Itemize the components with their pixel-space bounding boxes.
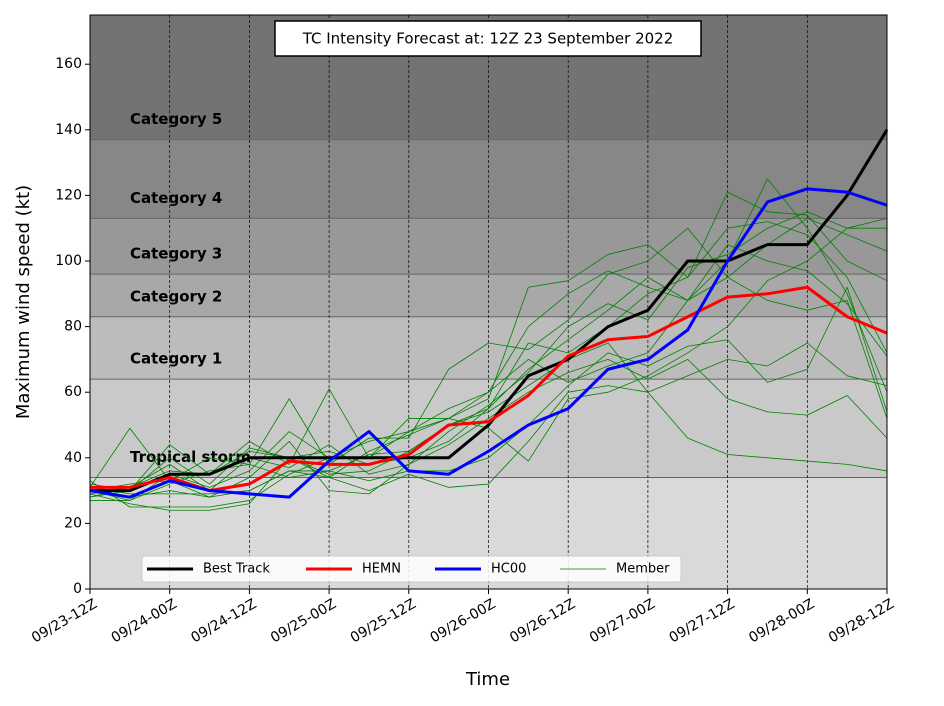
x-tick-label: 09/25-00Z [268,596,339,646]
band-label: Category 5 [130,110,222,128]
y-tick-label: 80 [64,319,82,335]
x-tick-label: 09/24-00Z [109,596,180,646]
y-tick-label: 140 [55,122,82,138]
x-tick-label: 09/23-12Z [29,596,100,646]
band-label: Category 4 [130,189,222,207]
x-tick-label: 09/28-00Z [746,596,817,646]
series-line [90,285,888,493]
series-line [89,187,888,499]
member-line [89,191,888,498]
y-tick-label: 40 [64,450,82,466]
x-tick-label: 09/25-12Z [348,596,419,646]
y-tick-label: 20 [64,515,82,531]
x-tick-label: 09/26-12Z [507,596,578,646]
x-tick-label: 09/26-00Z [427,596,498,646]
legend-label: Member [616,562,670,577]
y-tick-label: 160 [55,56,82,72]
x-tick-label: 09/28-12Z [826,596,897,646]
member-line [89,276,888,501]
legend-label: HC00 [491,562,526,577]
y-tick-label: 120 [55,187,82,203]
y-tick-label: 0 [73,581,82,597]
member-line [89,385,888,498]
member-line [89,211,888,495]
legend: Best Track HEMN HC00 Member [141,555,682,583]
title-box [274,20,702,57]
series-line [90,129,889,493]
band-label: Category 1 [130,350,222,368]
y-tick-label: 60 [64,384,82,400]
band-label: Tropical storm [130,448,251,466]
x-tick-label: 09/24-12Z [188,596,259,646]
member-line [89,244,888,492]
band-label: Category 2 [130,287,222,305]
x-tick-label: 09/27-00Z [587,596,658,646]
y-tick-label: 100 [55,253,82,269]
x-axis-label: Time [465,669,510,690]
x-tick-label: 09/27-12Z [667,596,738,646]
legend-label: Best Track [203,562,270,577]
legend-box [141,555,682,583]
legend-label: HEMN [362,562,401,577]
plot-frame [89,14,888,590]
chart-title: TC Intensity Forecast at: 12Z 23 Septemb… [302,30,674,48]
y-axis-label: Maximum wind speed (kt) [13,185,34,419]
band-label: Category 3 [130,245,222,263]
